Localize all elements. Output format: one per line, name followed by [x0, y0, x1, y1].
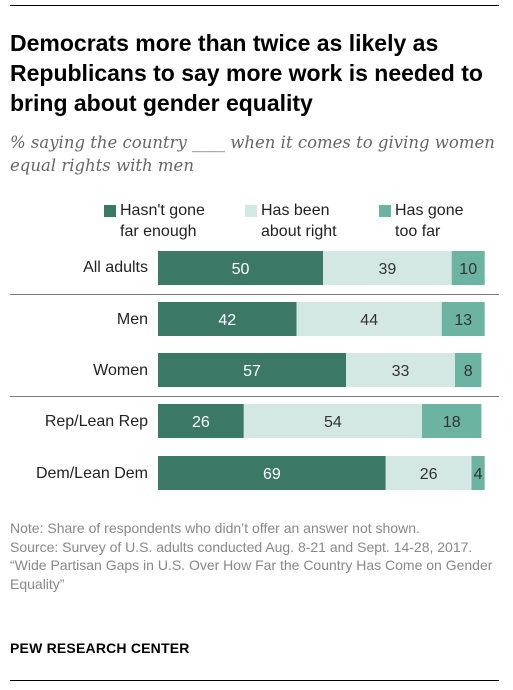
data-label-women-has-been-about-right: 33 — [392, 363, 410, 380]
note-line: Note: Share of respondents who didn’t of… — [10, 520, 420, 536]
data-label-dem-lean-dem-has-gone-too-far: 4 — [474, 466, 483, 483]
data-label-rep-lean-rep-has-gone-too-far: 18 — [443, 414, 461, 431]
row-label-women: Women — [93, 362, 148, 379]
data-label-men-has-been-about-right: 44 — [360, 312, 378, 329]
bar-all-adults-has-been-about-right — [323, 251, 452, 285]
legend-swatch-too-far — [379, 205, 391, 217]
legend-swatch-not-far-enough — [104, 205, 116, 217]
bar-all-adults-has-gone-too-far — [451, 251, 485, 285]
data-label-dem-lean-dem-has-been-about-right: 26 — [420, 466, 438, 483]
chart-notes: Note: Share of respondents who didn’t of… — [10, 519, 505, 593]
bar-rep-lean-rep-has-been-about-right — [243, 404, 422, 438]
bar-dem-lean-dem-has-gone-too-far — [471, 456, 485, 490]
bar-rep-lean-rep-hasn-t-gone-far-enough — [158, 404, 244, 438]
bar-rep-lean-rep-has-gone-too-far — [422, 404, 482, 438]
row-label-men: Men — [116, 311, 148, 328]
legend-swatch-about-right — [245, 205, 257, 217]
bar-all-adults-hasn-t-gone-far-enough — [158, 251, 323, 285]
legend-label-not-far-enough: Hasn't gone far enough — [120, 202, 205, 240]
bar-dem-lean-dem-has-been-about-right — [385, 456, 472, 490]
data-label-men-has-gone-too-far: 13 — [454, 312, 472, 329]
legend-label-too-far: Has gone too far — [395, 202, 464, 240]
bar-men-has-been-about-right — [296, 302, 442, 336]
data-label-rep-lean-rep-has-been-about-right: 54 — [324, 414, 342, 431]
bar-women-has-been-about-right — [346, 353, 455, 387]
chart-title: Democrats more than twice as likely as R… — [10, 30, 483, 116]
data-label-all-adults-has-gone-too-far: 10 — [459, 261, 477, 278]
data-label-all-adults-hasn-t-gone-far-enough: 50 — [232, 261, 250, 278]
source-line: Source: Survey of U.S. adults conducted … — [10, 538, 473, 555]
brand-label: PEW RESEARCH CENTER — [10, 640, 190, 656]
legend-label-about-right: Has been about right — [261, 202, 337, 240]
top-rule — [10, 5, 499, 6]
footer-rule — [10, 680, 499, 681]
bar-men-hasn-t-gone-far-enough — [158, 302, 297, 336]
bar-men-has-gone-too-far — [441, 302, 485, 336]
data-label-men-hasn-t-gone-far-enough: 42 — [218, 312, 236, 329]
data-label-women-has-gone-too-far: 8 — [464, 363, 473, 380]
row-label-dem-lean-dem: Dem/Lean Dem — [35, 465, 148, 482]
row-label-rep-lean-rep: Rep/Lean Rep — [44, 413, 148, 430]
row-label-all-adults: All adults — [83, 259, 148, 276]
report-title-line: “Wide Partisan Gaps in U.S. Over How Far… — [10, 557, 493, 592]
bar-women-has-gone-too-far — [455, 353, 482, 387]
data-label-rep-lean-rep-hasn-t-gone-far-enough: 26 — [192, 414, 210, 431]
group-separator-party — [10, 396, 499, 397]
data-label-all-adults-has-been-about-right: 39 — [378, 261, 396, 278]
data-label-dem-lean-dem-hasn-t-gone-far-enough: 69 — [263, 466, 281, 483]
data-label-women-hasn-t-gone-far-enough: 57 — [243, 363, 261, 380]
group-separator-gender — [10, 294, 499, 295]
chart-subtitle: % saying the country ____ when it comes … — [10, 133, 495, 175]
bar-women-hasn-t-gone-far-enough — [158, 353, 347, 387]
bar-dem-lean-dem-hasn-t-gone-far-enough — [158, 456, 386, 490]
